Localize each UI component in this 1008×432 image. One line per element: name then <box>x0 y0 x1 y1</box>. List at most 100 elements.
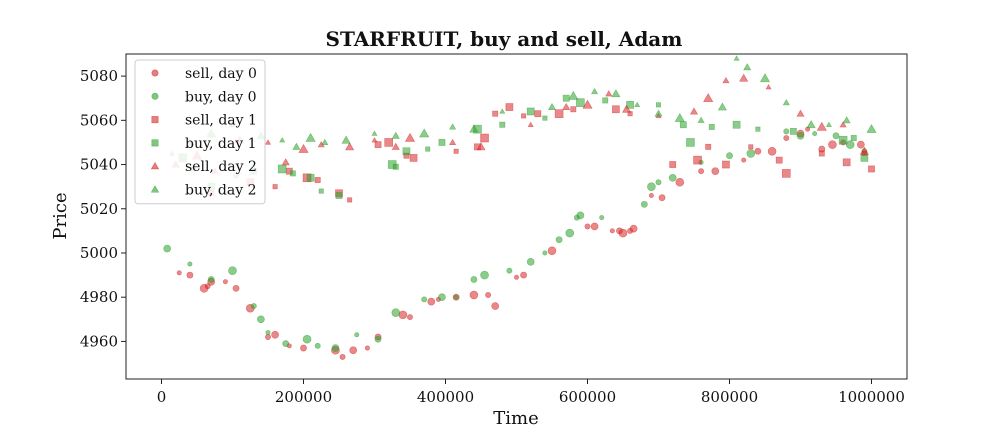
data-point <box>765 84 772 90</box>
data-point <box>470 276 478 283</box>
data-point <box>265 334 271 340</box>
data-point <box>277 164 287 174</box>
data-point <box>314 177 321 183</box>
legend-item: buy, day 0 <box>151 89 257 105</box>
data-point <box>384 138 394 147</box>
data-point <box>371 130 378 136</box>
data-point <box>733 55 740 61</box>
data-point <box>732 120 741 129</box>
legend-item: sell, day 1 <box>151 113 257 129</box>
data-point <box>554 109 564 118</box>
data-point <box>818 150 825 157</box>
series-5 <box>169 55 877 156</box>
y-tick-label: 5000 <box>80 244 118 262</box>
data-point <box>491 302 500 310</box>
data-point <box>838 135 848 145</box>
data-point <box>526 257 535 266</box>
x-tick-label: 800000 <box>701 388 758 406</box>
y-tick-label: 4960 <box>80 332 118 350</box>
data-point <box>582 99 593 109</box>
legend-label: buy, day 2 <box>185 183 257 199</box>
data-point <box>425 146 431 152</box>
data-point <box>612 105 620 114</box>
data-point <box>640 200 648 208</box>
data-point <box>349 346 358 355</box>
data-point <box>741 157 747 163</box>
data-point <box>228 266 237 275</box>
data-point <box>789 127 797 135</box>
data-point <box>469 290 479 300</box>
legend-label: buy, day 0 <box>185 89 257 105</box>
data-point <box>555 236 563 244</box>
data-point <box>402 147 411 156</box>
data-point <box>521 113 527 119</box>
data-point <box>866 123 877 133</box>
data-point <box>485 292 492 298</box>
data-point <box>527 121 534 127</box>
data-point <box>845 140 855 149</box>
data-point <box>806 120 816 129</box>
data-point <box>609 228 615 234</box>
data-point <box>279 137 286 143</box>
x-tick-label: 1000000 <box>838 388 905 406</box>
data-point <box>347 197 353 203</box>
data-point <box>856 140 865 149</box>
y-tick-label: 5020 <box>80 200 118 218</box>
data-point <box>354 332 360 338</box>
y-axis: 4960 4980 5000 5020 5040 5060 5080 <box>80 67 126 350</box>
data-point <box>292 142 301 150</box>
data-point <box>232 284 240 292</box>
data-point <box>754 147 762 155</box>
x-tick-label: 200000 <box>275 388 332 406</box>
series-4 <box>171 73 869 174</box>
plot-points <box>163 55 877 360</box>
data-point <box>398 310 408 320</box>
data-point <box>584 223 591 230</box>
data-point <box>289 170 296 177</box>
data-point <box>339 353 346 360</box>
data-point <box>186 271 194 279</box>
data-point <box>591 87 599 95</box>
data-point <box>542 250 548 256</box>
x-axis-label: Time <box>493 408 538 429</box>
x-tick-label: 600000 <box>559 388 616 406</box>
data-point <box>321 138 329 146</box>
data-point <box>711 167 720 176</box>
data-point <box>675 177 685 187</box>
x-tick-label: 400000 <box>417 388 474 406</box>
data-point <box>703 93 714 102</box>
data-point <box>449 138 457 146</box>
data-point <box>590 222 599 231</box>
data-point <box>374 141 382 149</box>
legend-marker <box>151 116 159 124</box>
data-point <box>272 184 278 190</box>
data-point <box>654 109 663 117</box>
legend-marker <box>151 69 159 77</box>
data-point <box>697 116 705 123</box>
legend-box <box>134 59 266 205</box>
data-point <box>568 90 579 100</box>
chart-title: STARFRUIT, buy and sell, Adam <box>326 27 683 51</box>
data-point <box>576 98 585 107</box>
data-point <box>364 345 370 351</box>
data-point <box>658 194 666 202</box>
data-point <box>391 131 400 139</box>
y-tick-label: 5060 <box>80 111 118 129</box>
legend-label: sell, day 0 <box>185 66 257 82</box>
data-point <box>453 148 459 154</box>
data-point <box>469 124 479 133</box>
data-point <box>476 142 486 151</box>
data-point <box>314 342 321 349</box>
data-point <box>207 276 215 283</box>
data-point <box>693 155 702 165</box>
data-point <box>679 121 687 129</box>
data-point <box>391 142 400 150</box>
data-point <box>816 121 827 131</box>
y-tick-label: 4980 <box>80 288 118 306</box>
data-point <box>783 135 790 141</box>
data-point <box>513 274 519 280</box>
plot-frame <box>125 53 908 380</box>
legend-label: sell, day 2 <box>185 159 257 175</box>
data-point <box>306 173 315 182</box>
